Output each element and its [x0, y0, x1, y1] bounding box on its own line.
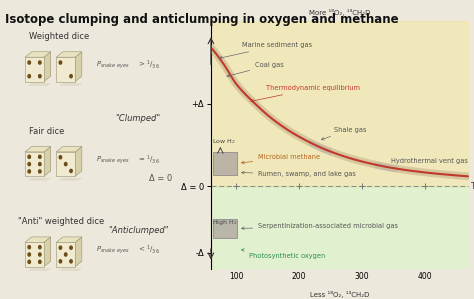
Text: Shale gas: Shale gas [321, 127, 366, 140]
Text: "Anti" weighted dice: "Anti" weighted dice [18, 217, 104, 226]
Bar [213, 219, 237, 238]
Circle shape [28, 155, 30, 158]
Text: Less ¹⁸O₂, ¹³CH₂D: Less ¹⁸O₂, ¹³CH₂D [310, 292, 370, 298]
Text: $P_{snake\ eyes}$: $P_{snake\ eyes}$ [96, 245, 129, 256]
Polygon shape [25, 52, 51, 57]
Circle shape [38, 155, 41, 158]
Text: More ¹⁸O₂, ¹³CH₂D: More ¹⁸O₂, ¹³CH₂D [310, 9, 371, 16]
Circle shape [28, 75, 30, 78]
Circle shape [38, 245, 41, 249]
Polygon shape [44, 52, 51, 82]
Polygon shape [25, 242, 44, 267]
Circle shape [38, 61, 41, 64]
Text: Coal gas: Coal gas [227, 62, 284, 77]
Text: Hydrothermal vent gas: Hydrothermal vent gas [391, 158, 467, 164]
Polygon shape [59, 178, 82, 181]
Text: Photosynthetic oxygen: Photosynthetic oxygen [242, 249, 325, 259]
Circle shape [38, 170, 41, 173]
Circle shape [28, 260, 30, 263]
Circle shape [64, 162, 67, 166]
Text: Thermodynamic equilibrium: Thermodynamic equilibrium [251, 86, 360, 102]
Polygon shape [56, 52, 82, 57]
Circle shape [70, 169, 72, 173]
Circle shape [70, 246, 72, 249]
Polygon shape [75, 52, 82, 82]
Polygon shape [75, 237, 82, 267]
Polygon shape [27, 268, 51, 271]
Polygon shape [75, 147, 82, 176]
Polygon shape [59, 83, 82, 86]
Circle shape [28, 253, 30, 256]
Polygon shape [25, 57, 44, 82]
Text: "Anticlumped": "Anticlumped" [108, 226, 168, 235]
Text: Δ = 0: Δ = 0 [149, 174, 172, 183]
Circle shape [59, 246, 62, 249]
Polygon shape [56, 57, 75, 82]
Bar [211, 186, 469, 269]
Circle shape [28, 245, 30, 249]
Polygon shape [56, 237, 82, 242]
Circle shape [70, 260, 72, 263]
Circle shape [38, 253, 41, 256]
Circle shape [64, 253, 67, 256]
Polygon shape [25, 237, 51, 242]
Text: > $^1/_{36}$: > $^1/_{36}$ [138, 59, 160, 71]
Circle shape [28, 61, 30, 64]
Circle shape [38, 75, 41, 78]
Circle shape [28, 162, 30, 166]
Text: Fair dice: Fair dice [29, 127, 64, 136]
Polygon shape [25, 147, 51, 152]
Polygon shape [27, 83, 51, 86]
Text: T (°C): T (°C) [471, 182, 474, 191]
Text: = $^1/_{36}$: = $^1/_{36}$ [138, 153, 160, 166]
Polygon shape [56, 152, 75, 176]
Polygon shape [44, 147, 51, 176]
Text: $P_{snake\ eyes}$: $P_{snake\ eyes}$ [96, 59, 129, 71]
Polygon shape [27, 178, 51, 181]
Circle shape [28, 170, 30, 173]
Text: < $^1/_{36}$: < $^1/_{36}$ [138, 244, 160, 257]
Polygon shape [59, 268, 82, 271]
Text: Microbial methane: Microbial methane [242, 154, 320, 164]
Polygon shape [44, 237, 51, 267]
Bar [211, 21, 469, 186]
Circle shape [70, 75, 72, 78]
Circle shape [38, 162, 41, 166]
Circle shape [59, 156, 62, 159]
Text: Marine sediment gas: Marine sediment gas [219, 42, 312, 59]
Text: Weighted dice: Weighted dice [29, 32, 89, 41]
Circle shape [38, 260, 41, 263]
Polygon shape [56, 242, 75, 267]
Circle shape [59, 260, 62, 263]
Text: Rumen, swamp, and lake gas: Rumen, swamp, and lake gas [242, 171, 356, 177]
Text: Serpentinization-associated microbial gas: Serpentinization-associated microbial ga… [242, 223, 398, 230]
Polygon shape [25, 152, 44, 176]
Text: Low H$_2$: Low H$_2$ [212, 137, 236, 146]
Text: "Clumped": "Clumped" [116, 114, 161, 123]
Polygon shape [56, 147, 82, 152]
Bar [213, 152, 237, 175]
Text: $P_{snake\ eyes}$: $P_{snake\ eyes}$ [96, 154, 129, 166]
Circle shape [59, 61, 62, 64]
Text: High H$_2$: High H$_2$ [212, 218, 237, 227]
Text: Isotope clumping and anticlumping in oxygen and methane: Isotope clumping and anticlumping in oxy… [5, 13, 398, 26]
